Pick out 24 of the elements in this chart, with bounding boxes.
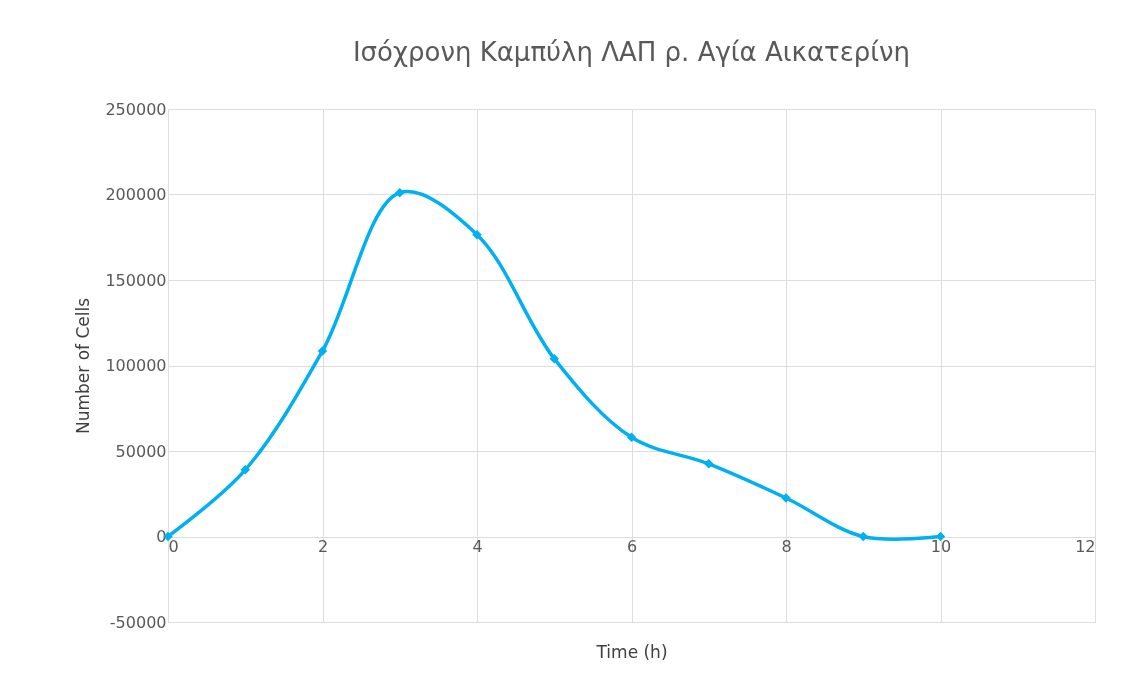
x-tick-label: 2 [317,537,329,556]
y-tick-label: 100000 [105,356,167,375]
x-axis-title: Time (h) [595,641,668,662]
point [858,531,868,542]
y-tick-label: 200000 [105,185,167,204]
x-tick-label: 0 [168,537,179,556]
point [472,229,482,240]
y-tick-label: 50000 [115,441,167,461]
y-tick-label: -50000 [109,612,167,632]
x-tick-label: 4 [472,537,483,556]
y-tick-label: 150000 [105,270,167,290]
x-tick-label: 8 [781,537,792,556]
point [704,459,714,469]
point [626,432,637,443]
point [240,465,250,475]
x-tick-label: 12 [1075,537,1096,556]
point [395,188,405,198]
x-tick-label: 6 [626,537,638,556]
y-tick-label: 250000 [105,99,167,119]
point [549,353,559,364]
point [317,346,328,356]
chart-title: Ισόχρονη Καμπύλη ΛΑΠ ρ. Αγία Αικατερίνη [352,37,911,67]
y-axis-title: Number of Cells [73,297,94,435]
x-tick-label: 10 [930,537,952,556]
